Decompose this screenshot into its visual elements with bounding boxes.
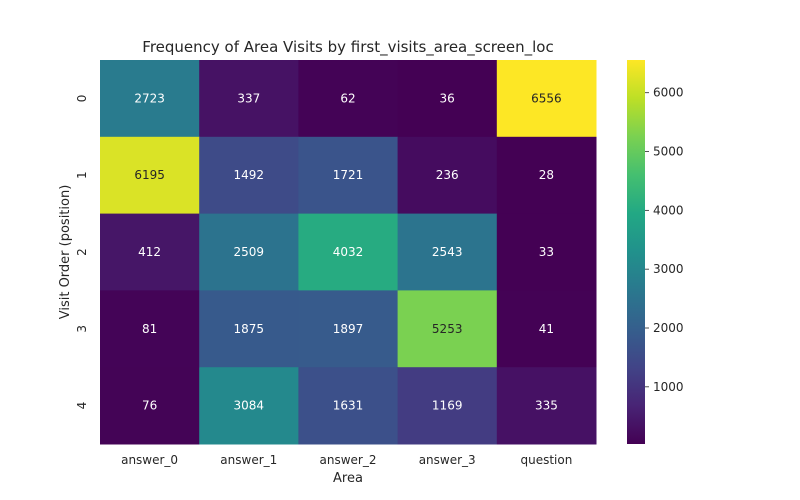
cell-value-label: 28 xyxy=(539,168,554,182)
colorbar-ticks: 1000 2000 3000 4000 5000 6000 xyxy=(645,86,684,394)
cell-value-label: 1169 xyxy=(432,399,463,413)
heatmap-cell xyxy=(397,136,498,215)
heatmap-cell xyxy=(496,213,597,291)
heatmap-cell xyxy=(199,60,299,138)
heatmap-cell xyxy=(397,213,498,291)
cell-value-label: 337 xyxy=(237,91,260,105)
cell-value-label: 3084 xyxy=(234,399,265,413)
y-tick-label: 3 xyxy=(75,325,89,333)
heatmap-cell xyxy=(397,290,498,368)
cell-value-label: 412 xyxy=(138,245,161,259)
y-axis-ticks: 0 1 2 3 4 xyxy=(75,95,89,410)
cell-value-label: 76 xyxy=(142,399,157,413)
heatmap-cell xyxy=(496,290,597,368)
cell-value-label: 4032 xyxy=(333,245,364,259)
colorbar-tick-label: 4000 xyxy=(653,203,684,217)
x-tick-label: answer_3 xyxy=(419,453,476,467)
y-tick-label: 0 xyxy=(75,95,89,103)
cell-value-label: 36 xyxy=(440,91,455,105)
x-axis-ticks: answer_0 answer_1 answer_2 answer_3 question xyxy=(121,453,572,467)
cell-value-label: 81 xyxy=(142,322,157,336)
cell-value-label: 1631 xyxy=(333,399,364,413)
heatmap-cell xyxy=(298,367,399,445)
heatmap-cell xyxy=(100,136,200,215)
heatmap-cell xyxy=(298,60,399,138)
x-tick-label: answer_1 xyxy=(220,453,277,467)
cell-value-label: 41 xyxy=(539,322,554,336)
heatmap-cell xyxy=(100,60,200,138)
colorbar-tick-label: 5000 xyxy=(653,145,684,159)
cell-value-label: 1875 xyxy=(234,322,265,336)
cell-value-label: 335 xyxy=(535,399,558,413)
cell-value-label: 2543 xyxy=(432,245,463,259)
heatmap-cell xyxy=(397,367,498,445)
heatmap-cell xyxy=(496,367,597,445)
cell-value-label: 6195 xyxy=(134,168,165,182)
heatmap-cell xyxy=(100,367,200,445)
heatmap-cells xyxy=(100,60,597,445)
heatmap-cell xyxy=(496,136,597,215)
heatmap-cell xyxy=(199,367,299,445)
cell-value-label: 5253 xyxy=(432,322,463,336)
y-axis-label: Visit Order (position) xyxy=(58,185,73,320)
cell-value-label: 33 xyxy=(539,245,554,259)
x-tick-label: answer_2 xyxy=(320,453,377,467)
chart-title: Frequency of Area Visits by first_visits… xyxy=(142,38,553,57)
cell-value-label: 236 xyxy=(436,168,459,182)
heatmap-cell xyxy=(496,60,597,138)
y-tick-label: 4 xyxy=(75,402,89,410)
heatmap-cell xyxy=(298,136,399,215)
heatmap-cell xyxy=(199,213,299,291)
cell-value-label: 62 xyxy=(340,91,355,105)
colorbar-tick-label: 6000 xyxy=(653,86,684,100)
x-axis-label: Area xyxy=(333,471,363,486)
x-tick-label: question xyxy=(520,453,572,467)
heatmap-cell xyxy=(298,213,399,291)
heatmap-cell xyxy=(397,60,498,138)
cell-value-label: 1492 xyxy=(234,168,265,182)
cell-value-label: 6556 xyxy=(531,91,562,105)
cell-value-label: 2723 xyxy=(134,91,165,105)
cell-value-label: 1897 xyxy=(333,322,364,336)
cell-value-labels: 2723 337 62 36 6556 6195 1492 1721 236 28 412 2509 4… xyxy=(134,91,561,412)
heatmap-cell xyxy=(298,290,399,368)
y-tick-label: 2 xyxy=(75,248,89,256)
heatmap-cell xyxy=(199,290,299,368)
colorbar-tick-label: 2000 xyxy=(653,321,684,335)
heatmap-cell xyxy=(100,213,200,291)
cell-value-label: 2509 xyxy=(234,245,265,259)
colorbar-tick-label: 3000 xyxy=(653,262,684,276)
heatmap-cell xyxy=(100,290,200,368)
colorbar xyxy=(627,60,645,444)
y-tick-label: 1 xyxy=(75,171,89,179)
cell-value-label: 1721 xyxy=(333,168,364,182)
x-tick-label: answer_0 xyxy=(121,453,178,467)
heatmap-cell xyxy=(199,136,299,215)
colorbar-tick-label: 1000 xyxy=(653,380,684,394)
